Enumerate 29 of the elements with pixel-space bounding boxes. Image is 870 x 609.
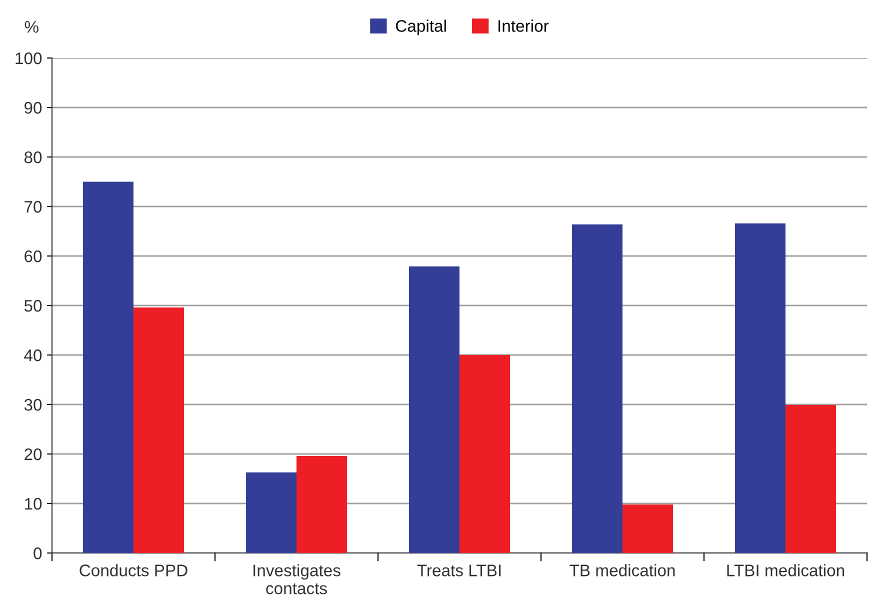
y-tick-label: 90 (24, 102, 42, 114)
bar (572, 224, 622, 553)
y-tick-label: 10 (25, 498, 42, 510)
y-tick-label: 50 (24, 300, 42, 312)
x-tick-label: Conducts PPD (80, 564, 188, 576)
bar (246, 472, 296, 553)
x-tick-label: Treats LTBI (417, 564, 501, 576)
y-tick-label: 100 (16, 52, 42, 64)
bar (134, 307, 184, 553)
x-tick-label: Investigates contacts (254, 564, 340, 594)
bar (296, 456, 348, 553)
y-tick-label: 80 (24, 151, 42, 164)
y-tick-label: 70 (24, 200, 42, 213)
y-tick-label: 20 (24, 448, 42, 460)
bar (82, 182, 134, 553)
y-tick-label: 30 (24, 398, 42, 411)
bar (734, 223, 786, 553)
bar (622, 504, 674, 553)
legend-label: Capital (396, 20, 446, 36)
bar (460, 355, 510, 553)
bar (786, 404, 836, 553)
y-tick-label: 0 (34, 547, 42, 560)
legend-label: Interior (498, 20, 549, 32)
bar (408, 266, 460, 553)
y-tick-label: 40 (24, 349, 42, 362)
y-tick-label: 60 (24, 250, 42, 262)
y-axis-title: % (24, 21, 38, 33)
x-tick-label: TB medication (570, 564, 675, 576)
x-tick-label: LTBI medication (727, 564, 844, 576)
